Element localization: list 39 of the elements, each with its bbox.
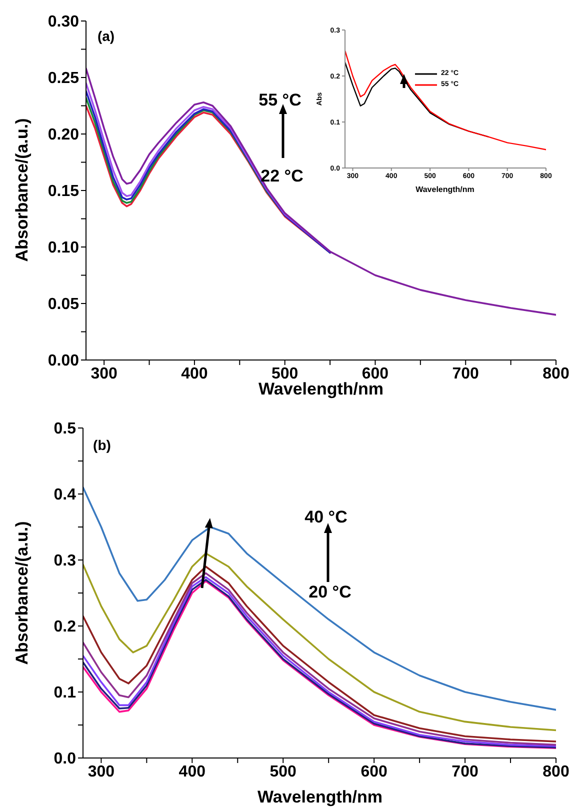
x-tick-label: 800 <box>542 365 570 382</box>
x-tick-label: 500 <box>271 365 298 382</box>
annotation: (a) <box>97 28 115 44</box>
y-tick-label: 0.1 <box>54 684 76 702</box>
y-tick-label: 0.15 <box>48 183 80 200</box>
x-axis-title: Wavelength/nm <box>258 380 384 398</box>
text: 0.0 <box>54 750 76 768</box>
annotation: 40 °C <box>304 508 348 526</box>
y-axis-title: Absorbance/(a.u.) <box>12 521 32 665</box>
y-tick-label: 0.3 <box>54 552 76 570</box>
y-tick-label: 0.25 <box>48 70 80 88</box>
x-tick-label: 700 <box>452 365 480 382</box>
annotation: (b) <box>93 437 111 453</box>
annotation: 55 °C <box>258 90 302 110</box>
line-series <box>83 486 556 711</box>
y-tick-label: 0.05 <box>48 296 80 314</box>
annotation: 20 °C <box>308 582 352 602</box>
x-tick-label: 600 <box>362 365 389 382</box>
y-tick-label: 0.5 <box>54 420 76 438</box>
y-tick-label: 0.30 <box>48 14 80 31</box>
x-tick-label: 500 <box>270 763 297 780</box>
x-tick-label: 700 <box>452 763 478 780</box>
x-tick-label: 800 <box>542 763 570 780</box>
y-tick-label: 0.20 <box>48 126 80 144</box>
annotation: 22 °C <box>260 166 304 186</box>
line-series <box>345 50 546 150</box>
x-tick-label: 300 <box>90 365 118 382</box>
x-tick-label: 600 <box>360 763 388 780</box>
y-tick-label: 0.10 <box>48 240 80 257</box>
text: 0.00 <box>48 352 79 370</box>
x-tick-label: 400 <box>178 763 206 780</box>
y-tick-label: 0.4 <box>54 486 76 504</box>
x-tick-label: 300 <box>88 763 115 780</box>
x-axis-title: Wavelength/nm <box>258 788 382 806</box>
y-axis-title: Absorbance/(a.u.) <box>12 118 32 262</box>
line-series <box>86 68 556 316</box>
y-tick-label: 0.2 <box>54 618 76 636</box>
x-axis-title: Wavelength/nm <box>416 185 474 194</box>
x-tick-label: 400 <box>181 365 208 382</box>
